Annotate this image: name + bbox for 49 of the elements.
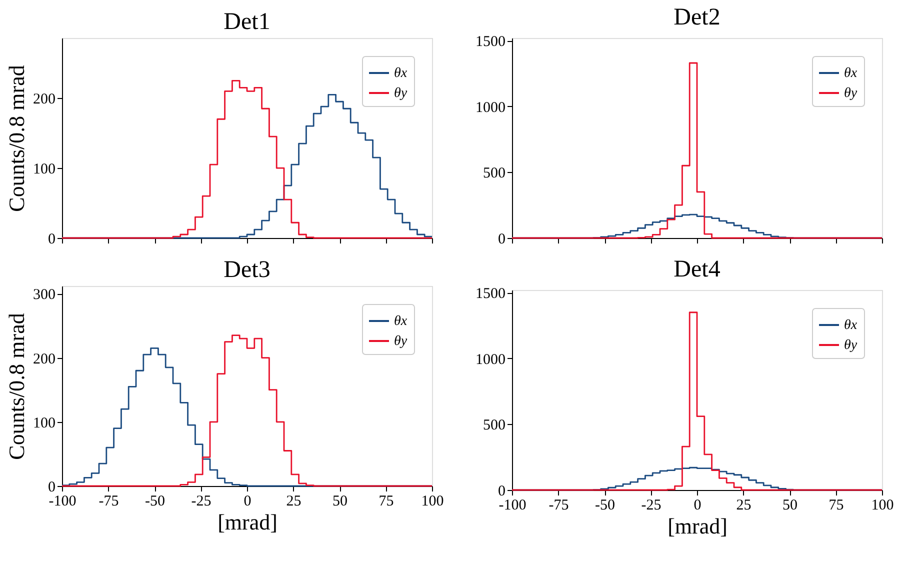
x-tick-label: 100 <box>871 498 894 514</box>
x-tick-label: -75 <box>548 498 569 514</box>
chart-title: Det4 <box>674 256 720 283</box>
y-axis-title: Counts/0.8 mrad <box>4 65 29 212</box>
chart-title: Det2 <box>674 4 720 31</box>
legend-label: θy <box>394 86 408 101</box>
y-tick-label: 0 <box>48 232 56 248</box>
y-tick-label: 200 <box>33 92 56 108</box>
x-tick-label: 75 <box>378 494 394 510</box>
legend-label: θy <box>844 338 858 353</box>
x-tick-label: 50 <box>332 494 348 510</box>
x-tick-label: 25 <box>286 494 302 510</box>
chart-title: Det1 <box>224 9 270 35</box>
x-tick-label: -75 <box>98 494 119 510</box>
y-tick-label: 1000 <box>476 352 506 368</box>
chart-title: Det3 <box>224 257 270 283</box>
y-tick-label: 0 <box>498 484 506 500</box>
legend-label: θx <box>394 66 408 81</box>
y-tick-label: 1500 <box>476 286 506 302</box>
x-tick-label: 50 <box>782 498 798 514</box>
y-tick-label: 100 <box>33 162 56 178</box>
legend-label: θx <box>844 318 858 333</box>
x-tick-label: 0 <box>694 498 702 514</box>
y-tick-label: 500 <box>483 166 506 182</box>
y-tick-label: 0 <box>498 232 506 248</box>
y-tick-label: 300 <box>33 287 56 304</box>
x-tick-label: -50 <box>595 498 615 514</box>
y-tick-label: 500 <box>483 418 506 434</box>
x-tick-label: 75 <box>828 498 844 514</box>
x-tick-label: -100 <box>498 498 526 514</box>
legend-label: θx <box>844 66 858 81</box>
x-tick-label: 0 <box>244 494 252 510</box>
y-tick-label: 0 <box>48 480 56 496</box>
x-tick-label: 100 <box>421 494 444 510</box>
y-tick-label: 1500 <box>476 34 506 50</box>
x-axis-title: [mrad] <box>218 510 278 534</box>
legend-label: θy <box>844 86 858 101</box>
legend-label: θy <box>394 334 408 349</box>
y-tick-label: 200 <box>33 351 56 368</box>
legend-label: θx <box>394 314 408 329</box>
x-tick-label: -50 <box>145 494 165 510</box>
y-tick-label: 100 <box>33 415 56 432</box>
x-tick-label: -100 <box>48 494 76 510</box>
y-tick-label: 1000 <box>476 100 506 116</box>
x-axis-title: [mrad] <box>668 514 728 538</box>
y-axis-title: Counts/0.8 mrad <box>4 313 29 460</box>
x-tick-label: -25 <box>191 494 212 510</box>
x-tick-label: 25 <box>736 498 752 514</box>
x-tick-label: -25 <box>641 498 662 514</box>
